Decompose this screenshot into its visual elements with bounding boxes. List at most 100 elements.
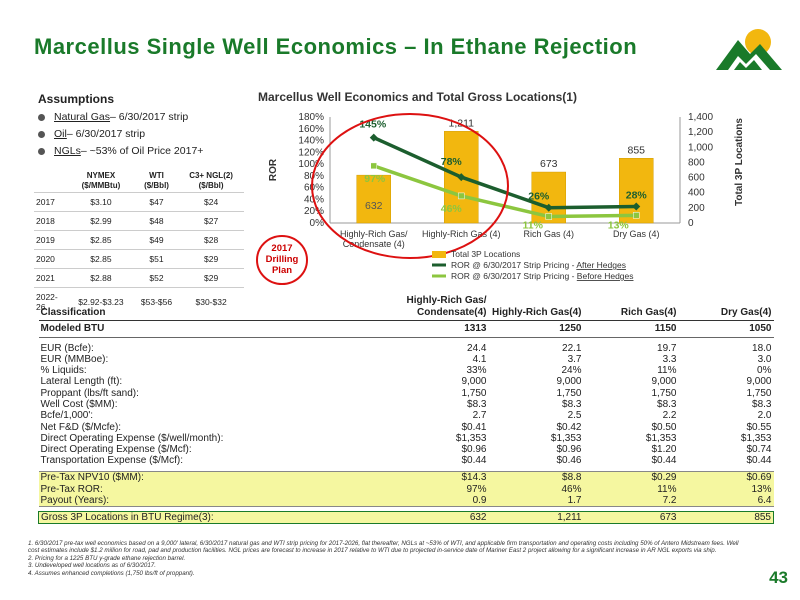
econ-row: Well Cost ($MM): $8.3 $8.3 $8.3 $8.3 bbox=[39, 399, 774, 410]
y2-tick-label: 1,000 bbox=[688, 142, 713, 153]
assumption-ngls: NGLs – ~53% of Oil Price 2017+ bbox=[38, 145, 248, 157]
price-cell: $29 bbox=[178, 268, 244, 288]
econ-cell: 24.4 bbox=[467, 342, 487, 354]
econ-row: EUR (Bcfe): 24.4 22.1 19.7 18.0 bbox=[39, 343, 774, 354]
price-header-ngl: C3+ NGL(2) ($/Bbl) bbox=[189, 171, 233, 190]
econ-row-label: Pre-Tax NPV10 ($MM): bbox=[38, 471, 394, 484]
y2-tick-label: 800 bbox=[688, 157, 705, 168]
bar-value-label: 673 bbox=[540, 158, 558, 170]
y-tick-label: 100% bbox=[298, 159, 324, 170]
econ-cell: $8.8 bbox=[488, 471, 584, 484]
price-cell: $2.88 bbox=[67, 268, 135, 288]
econ-cell: $1,353 bbox=[740, 432, 772, 444]
point-ror-before-hedges bbox=[458, 192, 465, 200]
legend-entry: ROR @ 6/30/2017 Strip Pricing - Before H… bbox=[451, 271, 634, 281]
econ-highlight-row: Pre-Tax NPV10 ($MM): $14.3 $8.8 $0.29 $0.69 bbox=[38, 471, 774, 484]
price-header-nymex: NYMEX ($/MMBtu) bbox=[81, 171, 121, 190]
assumption-text: – ~53% of Oil Price 2017+ bbox=[80, 145, 204, 157]
econ-cell: $0.44 bbox=[746, 455, 772, 467]
bar-value-label: 632 bbox=[365, 200, 383, 212]
bullet-dot-icon bbox=[38, 147, 45, 155]
drilling-plan-label: 2017 Drilling Plan bbox=[265, 243, 299, 276]
econ-cell: $14.3 bbox=[393, 471, 489, 484]
price-cell: $27 bbox=[178, 211, 244, 231]
econ-cell: $0.50 bbox=[651, 421, 677, 433]
point-ror-after-hedges bbox=[369, 133, 378, 142]
price-cell: $3.10 bbox=[67, 192, 135, 212]
econ-row-label: Direct Operating Expense ($/well/month): bbox=[40, 432, 224, 444]
econ-cell: $1,353 bbox=[455, 432, 487, 444]
econ-header-classification: Classification bbox=[38, 294, 394, 321]
legend-entry: Total 3P Locations bbox=[451, 249, 520, 259]
price-cell: 2021 bbox=[34, 268, 68, 288]
econ-cell: $0.46 bbox=[556, 455, 582, 467]
econ-highlight-row: Payout (Years): 0.9 1.7 7.2 6.4 bbox=[38, 494, 774, 508]
econ-cell: 9,000 bbox=[651, 376, 677, 388]
econ-cell: 1313 bbox=[393, 320, 489, 338]
assumptions-heading: Assumptions bbox=[38, 92, 115, 106]
econ-cell: $0.96 bbox=[461, 444, 487, 456]
econ-cell: $0.74 bbox=[746, 444, 772, 456]
econ-row-label: Proppant (lbs/ft sand): bbox=[40, 387, 139, 399]
econ-row-label: Net F&D ($/Mcfe): bbox=[40, 421, 122, 433]
econ-cell: 1,211 bbox=[488, 511, 584, 525]
y2-tick-label: 400 bbox=[688, 188, 705, 199]
price-table-row: 2019 $2.85 $49 $28 bbox=[34, 230, 244, 250]
econ-cell: 97% bbox=[393, 483, 489, 495]
econ-cell: 0.9 bbox=[393, 494, 489, 508]
econ-cell: 7.2 bbox=[583, 494, 679, 508]
footnote: 3. Undeveloped well locations as of 6/30… bbox=[28, 562, 156, 570]
econ-cell: 9,000 bbox=[461, 376, 487, 388]
price-cell: $48 bbox=[134, 211, 179, 231]
y-tick-label: 120% bbox=[298, 147, 324, 158]
econ-btu-row: Modeled BTU 1313 1250 1150 1050 bbox=[38, 320, 774, 338]
point-ror-before-hedges bbox=[633, 212, 640, 219]
econ-cell: 1,750 bbox=[556, 387, 582, 399]
econ-cell: $1.20 bbox=[651, 444, 677, 456]
page-number: 43 bbox=[769, 568, 788, 587]
ror-after-hedges-label: 78% bbox=[441, 156, 463, 168]
econ-cell: 4.1 bbox=[472, 353, 487, 365]
price-cell: $28 bbox=[178, 230, 244, 250]
econ-cell: 0% bbox=[757, 365, 772, 377]
econ-highlight-row: Pre-Tax ROR: 97% 46% 11% 13% bbox=[38, 483, 774, 495]
econ-cell: $0.44 bbox=[651, 455, 677, 467]
econ-row: Bcfe/1,000': 2.7 2.5 2.2 2.0 bbox=[39, 410, 774, 421]
point-ror-after-hedges bbox=[457, 173, 466, 182]
econ-cell: 1,750 bbox=[746, 387, 772, 399]
point-ror-before-hedges bbox=[370, 162, 377, 170]
econ-cell: $0.44 bbox=[461, 455, 487, 467]
price-table-row: 2018 $2.99 $48 $27 bbox=[34, 211, 244, 231]
econ-row: EUR (MMBoe): 4.1 3.7 3.3 3.0 bbox=[39, 354, 774, 365]
econ-cell: $8.3 bbox=[562, 398, 582, 410]
econ-row: Direct Operating Expense ($/well/month):… bbox=[39, 433, 774, 444]
y-tick-label: 80% bbox=[304, 171, 324, 182]
econ-row-label: % Liquids: bbox=[40, 365, 87, 377]
y-tick-label: 0% bbox=[310, 218, 325, 229]
econ-cell: $1,353 bbox=[645, 432, 677, 444]
assumption-natural-gas: Natural Gas – 6/30/2017 strip bbox=[38, 111, 248, 123]
econ-cell: $0.42 bbox=[556, 421, 582, 433]
y-tick-label: 180% bbox=[298, 112, 324, 123]
bar-value-label: 855 bbox=[627, 144, 645, 156]
econ-gross-locations-row: Gross 3P Locations in BTU Regime(3): 632 1… bbox=[38, 511, 774, 525]
econ-row: Transportation Expense ($/Mcf): $0.44 $0.4… bbox=[39, 455, 774, 466]
econ-row-label: Transportation Expense ($/Mcf): bbox=[40, 455, 183, 467]
econ-cell: 11% bbox=[657, 365, 677, 377]
point-ror-after-hedges bbox=[544, 203, 553, 212]
category-label: Highly-Rich Gas (4) bbox=[422, 229, 501, 239]
bar-value-label: 1,211 bbox=[449, 117, 475, 129]
well-economics-chart: 0%20%40%60%80%100%120%140%160%180%020040… bbox=[256, 112, 745, 285]
econ-cell: 632 bbox=[393, 511, 489, 525]
y2-tick-label: 1,200 bbox=[688, 127, 713, 138]
econ-row: Proppant (lbs/ft sand): 1,750 1,750 1,750 1,… bbox=[39, 388, 774, 399]
econ-header-rich-gas: Rich Gas(4) bbox=[583, 294, 679, 321]
price-table-row: 2017 $3.10 $47 $24 bbox=[34, 192, 244, 212]
y-axis-title: ROR bbox=[268, 158, 279, 181]
antero-mountain-logo bbox=[716, 29, 782, 70]
econ-row-label: Bcfe/1,000': bbox=[40, 410, 94, 422]
ror-after-hedges-label: 28% bbox=[626, 190, 648, 202]
point-ror-before-hedges bbox=[545, 213, 552, 220]
econ-header-dry-gas: Dry Gas(4) bbox=[678, 294, 774, 321]
econ-cell: 2.7 bbox=[472, 410, 487, 422]
